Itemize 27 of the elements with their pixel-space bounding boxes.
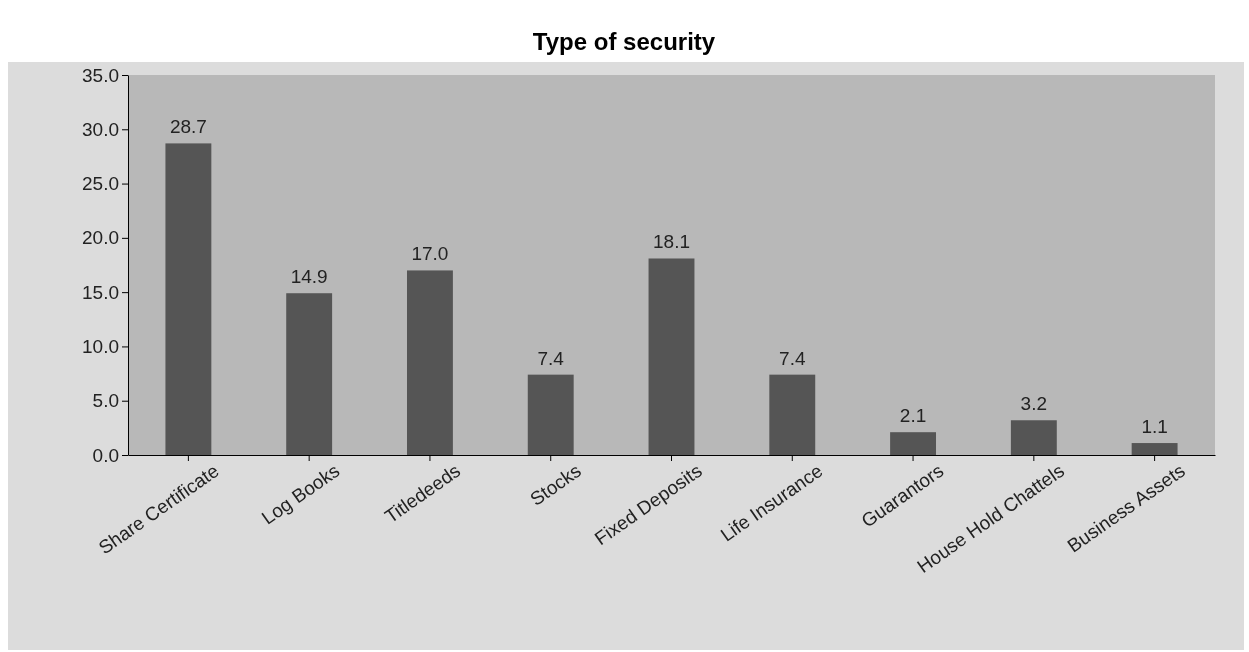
bar (286, 293, 333, 455)
bar (165, 143, 212, 455)
data-label: 3.2 (1020, 393, 1048, 415)
data-label: 17.0 (411, 243, 449, 265)
bar (769, 374, 816, 455)
data-label: 7.4 (779, 347, 806, 369)
bar (890, 432, 936, 455)
y-tick-label: 25.0 (82, 173, 119, 195)
data-label: 28.7 (169, 116, 207, 138)
data-label: 7.4 (537, 347, 565, 369)
data-label: 1.1 (1141, 416, 1168, 438)
bar (1010, 420, 1057, 455)
y-tick-label: 10.0 (82, 336, 119, 358)
y-tick-label: 20.0 (82, 227, 119, 249)
bar (648, 258, 695, 455)
data-label: 18.1 (653, 231, 690, 253)
y-tick-label: 30.0 (82, 118, 119, 140)
y-tick-label: 0.0 (92, 444, 119, 466)
chart-title: Type of security (532, 28, 716, 55)
y-tick-label: 15.0 (82, 281, 119, 303)
bar (527, 374, 574, 455)
y-tick-label: 5.0 (92, 390, 119, 412)
data-label: 2.1 (899, 405, 927, 427)
bar (407, 270, 453, 455)
bar (1131, 443, 1178, 455)
data-label: 14.9 (290, 266, 328, 288)
y-tick-label: 35.0 (82, 64, 119, 86)
